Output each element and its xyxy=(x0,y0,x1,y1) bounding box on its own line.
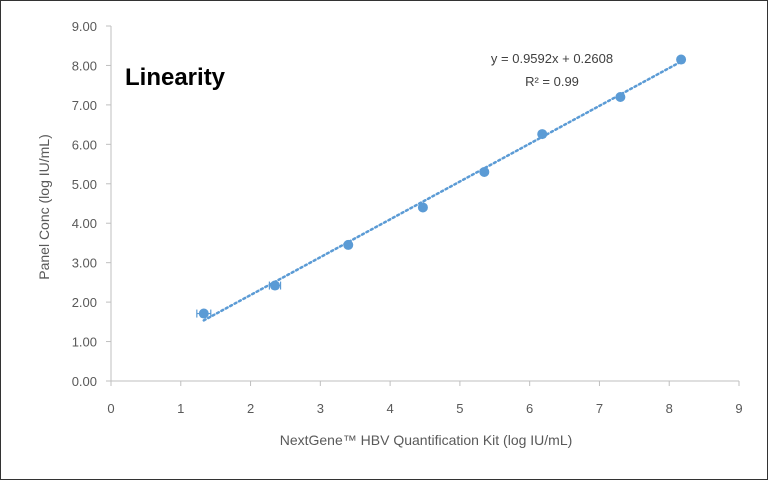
trendline-equation: y = 0.9592x + 0.2608 xyxy=(491,51,613,66)
x-tick-label: 9 xyxy=(735,401,742,416)
x-axis-ticks: 0 1 2 3 4 5 6 7 8 9 xyxy=(107,381,743,416)
x-tick-label: 0 xyxy=(107,401,114,416)
x-tick-label: 2 xyxy=(247,401,254,416)
y-axis-ticks: 0.00 1.00 2.00 3.00 4.00 5.00 6.00 7.00 8.00 9.00 xyxy=(72,19,111,389)
data-point xyxy=(479,166,490,177)
y-tick-label: 5.00 xyxy=(72,177,97,192)
y-tick-label: 4.00 xyxy=(72,216,97,231)
x-tick-label: 4 xyxy=(386,401,393,416)
x-tick-label: 5 xyxy=(456,401,463,416)
y-tick-label: 7.00 xyxy=(72,98,97,113)
y-tick-label: 1.00 xyxy=(72,335,97,350)
data-point xyxy=(676,54,687,65)
trendline-layer xyxy=(202,60,683,322)
y-tick-label: 9.00 xyxy=(72,19,97,34)
x-tick-label: 7 xyxy=(596,401,603,416)
x-tick-label: 6 xyxy=(526,401,533,416)
data-point xyxy=(198,308,209,319)
x-tick-label: 3 xyxy=(317,401,324,416)
data-point xyxy=(615,92,626,102)
y-tick-label: 2.00 xyxy=(72,295,97,310)
y-tick-label: 3.00 xyxy=(72,256,97,271)
trendline xyxy=(202,60,683,322)
x-tick-label: 1 xyxy=(177,401,184,416)
x-tick-label: 8 xyxy=(666,401,673,416)
axes xyxy=(110,26,739,382)
data-points xyxy=(196,54,687,319)
data-point xyxy=(269,280,280,291)
data-point xyxy=(343,239,354,250)
data-point xyxy=(417,202,428,213)
y-tick-label: 0.00 xyxy=(72,374,97,389)
data-point xyxy=(537,129,548,140)
r-squared-label: R² = 0.99 xyxy=(525,74,579,89)
y-tick-label: 8.00 xyxy=(72,58,97,73)
y-tick-label: 6.00 xyxy=(72,137,97,152)
y-axis-title: Panel Conc (log IU/mL) xyxy=(36,134,52,280)
x-axis-title: NextGene™ HBV Quantification Kit (log IU… xyxy=(280,432,573,448)
chart-title: Linearity xyxy=(125,64,226,91)
